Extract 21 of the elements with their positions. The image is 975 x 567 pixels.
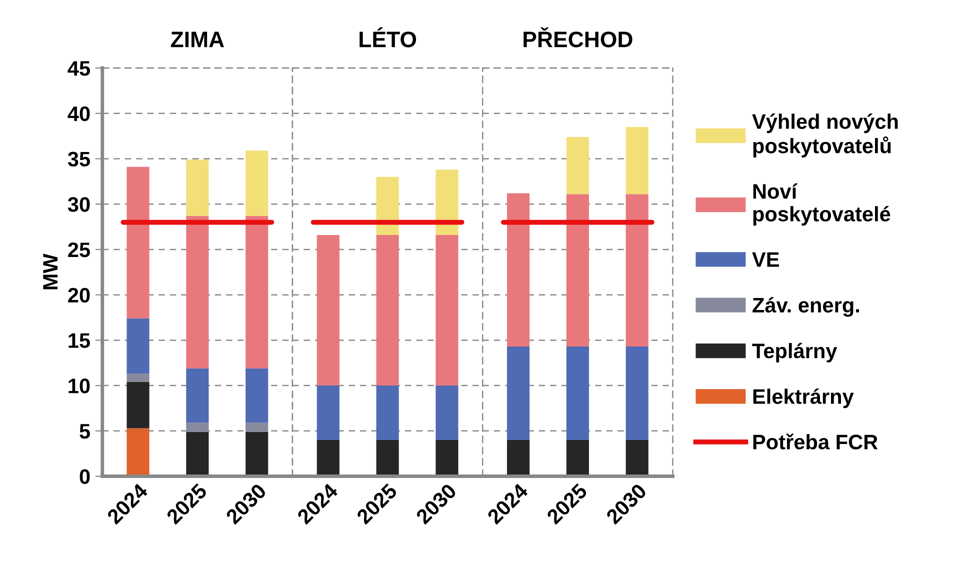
- y-tick-label: 0: [80, 469, 90, 484]
- y-tick-label: 20: [68, 288, 90, 303]
- legend-label: Výhled nových poskytovatelů: [752, 113, 898, 158]
- legend-label: Záv. energ.: [752, 297, 859, 317]
- y-axis-title: MW: [43, 254, 58, 290]
- legend-label: Potřeba FCR: [753, 434, 878, 450]
- chart-title: LÉTO: [360, 27, 416, 48]
- legend-label: Teplárny: [752, 342, 838, 362]
- y-tick-label: 45: [68, 61, 90, 76]
- legend-label: VE: [752, 252, 779, 267]
- chart-title: PŘECHOD: [524, 27, 632, 48]
- y-tick-label: 35: [68, 152, 90, 167]
- y-tick-label: 30: [68, 197, 90, 212]
- legend-label: Noví poskytovatelé: [753, 183, 890, 226]
- y-tick-label: 10: [68, 378, 90, 394]
- y-tick-label: 5: [80, 424, 90, 439]
- y-tick-label: 25: [68, 242, 90, 258]
- y-tick-label: 40: [68, 106, 90, 122]
- chart-title: ZIMA: [170, 32, 224, 48]
- legend-label: Elektrárny: [753, 388, 854, 408]
- y-tick-label: 15: [68, 333, 90, 348]
